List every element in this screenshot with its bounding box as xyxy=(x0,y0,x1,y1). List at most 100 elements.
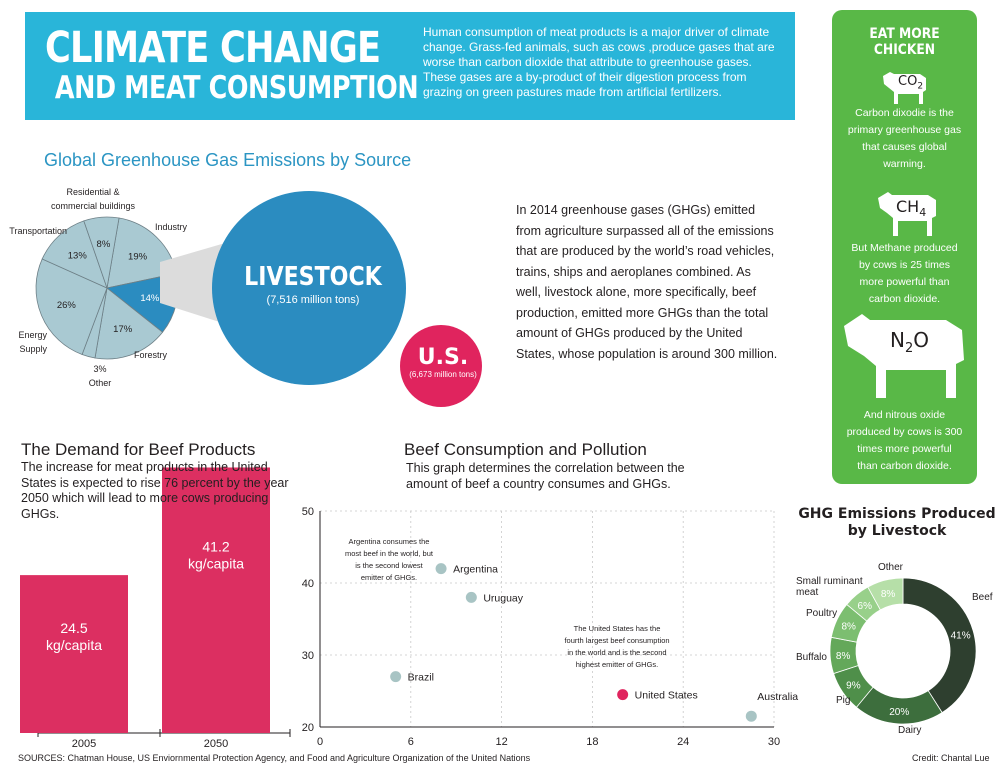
pie-label-residential-commercial-buildings: 8% xyxy=(97,239,111,250)
us-bubble xyxy=(400,325,482,407)
demand-description: The increase for meat products in the Un… xyxy=(21,460,289,521)
donut-outer-label-poultry: Poultry xyxy=(806,608,837,619)
title-line-2: AND MEAT CONSUMPTION xyxy=(54,70,419,106)
scatter-xtick-12: 12 xyxy=(495,736,507,748)
pie-outer-label-forestry: Forestry xyxy=(134,350,168,360)
scatter-xtick-30: 30 xyxy=(768,736,780,748)
scatter-ytick-50: 50 xyxy=(302,506,314,518)
us-value: (6,673 million tons) xyxy=(409,370,477,379)
beef-pollution-description: This graph determines the correlation be… xyxy=(406,461,685,491)
page-title: CLIMATE CHANGE AND MEAT CONSUMPTION xyxy=(45,23,419,106)
donut-outer-label-buffalo: Buffalo xyxy=(796,652,827,663)
pie-outer-label-other: 3% Other xyxy=(89,364,112,388)
livestock-label: LIVESTOCK (7,516 million tons) xyxy=(228,262,398,306)
eat-more-chicken-panel: EAT MORE CHICKEN CO2 Carbon dixodie is t… xyxy=(832,10,977,484)
n2o-note: And nitrous oxide produced by cows is 30… xyxy=(846,409,963,472)
us-label: U.S. (6,673 million tons) xyxy=(398,345,488,379)
header-banner: CLIMATE CHANGE AND MEAT CONSUMPTION Huma… xyxy=(25,12,795,120)
donut-label-dairy: 20% xyxy=(889,707,909,718)
scatter-ytick-40: 40 xyxy=(302,578,314,590)
us-name: U.S. xyxy=(417,345,469,370)
scatter-xtick-24: 24 xyxy=(677,736,689,748)
scatter-point-united-states xyxy=(617,689,629,701)
scatter-ytick-20: 20 xyxy=(302,722,314,734)
donut-label-other: 8% xyxy=(881,589,896,600)
livestock-ghg-donut: 41% Beef 20% Dairy 9% Pig 8% Buffalo 8% Poultry 6%… xyxy=(796,562,993,736)
scatter-xtick-6: 6 xyxy=(408,736,414,748)
cow-icon xyxy=(844,314,964,398)
livestock-bubble xyxy=(212,191,406,385)
scatter-point-argentina xyxy=(435,563,447,575)
co2-label: CO2 xyxy=(898,74,924,92)
cow-icon xyxy=(883,72,926,104)
eat-more-chicken-title: EAT MORE CHICKEN xyxy=(869,26,940,58)
title-line-1: CLIMATE CHANGE xyxy=(45,23,381,73)
pie-label-livestock: 14% xyxy=(140,293,160,304)
header-description: Human consumption of meat products is a … xyxy=(423,25,775,99)
livestock-value: (7,516 million tons) xyxy=(266,294,360,306)
donut-label-beef: 41% xyxy=(951,630,971,641)
donut-label-poultry: 8% xyxy=(841,621,856,632)
livestock-ghg-title: GHG Emissions Produced by Livestock xyxy=(797,506,997,540)
donut-slice-other xyxy=(867,577,904,611)
body-paragraph: In 2014 greenhouse gases (GHGs) emitted … xyxy=(516,203,778,361)
scatter-point-label-australia: Australia xyxy=(757,691,798,703)
bar-category-label-2050: 2050 xyxy=(204,738,228,750)
livestock-ghg-title-line-1: GHG Emissions Produced xyxy=(798,506,996,522)
pie-label-forestry: 17% xyxy=(113,324,133,335)
donut-slice-beef xyxy=(902,577,977,714)
donut-outer-label-small-ruminant-meat: Small ruminant meat xyxy=(796,576,863,598)
pie-slice-transportation xyxy=(41,220,108,289)
cow-icon xyxy=(878,192,936,236)
pie-label-industry: 19% xyxy=(128,251,148,262)
pie-label-transportation: 13% xyxy=(68,251,88,262)
scatter-point-brazil xyxy=(390,671,402,683)
ch4-label: CH4 xyxy=(896,197,927,220)
scatter-point-uruguay xyxy=(465,591,477,603)
scatter-ytick-30: 30 xyxy=(302,650,314,662)
livestock-ghg-title-line-2: by Livestock xyxy=(847,523,947,539)
scatter-xtick-18: 18 xyxy=(586,736,598,748)
bar-value-label-2005: 24.5 kg/capita xyxy=(46,620,102,653)
pie-outer-label-transportation: Transportation xyxy=(9,226,67,236)
scatter-point-label-uruguay: Uruguay xyxy=(483,592,523,604)
donut-slice-dairy xyxy=(855,686,943,725)
donut-outer-label-other: Other xyxy=(878,562,904,573)
donut-outer-label-pig: Pig xyxy=(836,695,850,706)
donut-label-pig: 9% xyxy=(846,681,861,692)
pie-slice-energy-supply xyxy=(35,258,108,356)
pie-outer-label-industry: Industry xyxy=(155,222,188,232)
scatter-annotation-argentina: Argentina consumes the most beef in the w… xyxy=(345,537,434,582)
pie-slice-residential-commercial-buildings xyxy=(83,216,120,289)
scatter-annotation-united-states: The United States has the fourth largest … xyxy=(564,624,669,669)
demand-title: The Demand for Beef Products xyxy=(21,440,256,459)
co2-note: Carbon dixodie is the primary greenhouse… xyxy=(847,107,962,170)
bar-2005 xyxy=(20,575,128,733)
ch4-note: But Methane produced by cows is 25 times… xyxy=(851,242,958,305)
pie-outer-label-residential-commercial-buildings: Residential & commercial buildings xyxy=(51,187,136,211)
scatter-point-label-united-states: United States xyxy=(635,690,698,702)
scatter-point-australia xyxy=(745,710,757,722)
ghg-by-source-title: Global Greenhouse Gas Emissions by Sourc… xyxy=(44,150,412,170)
donut-outer-label-beef: Beef xyxy=(972,592,993,603)
beef-demand-bar-chart: 24.5 kg/capita 2005 41.2 kg/capita 2050 xyxy=(20,467,291,750)
donut-label-buffalo: 8% xyxy=(836,651,851,662)
bar-category-label-2005: 2005 xyxy=(72,738,96,750)
scatter-xtick-0: 0 xyxy=(317,736,323,748)
donut-label-small-ruminant-meat: 6% xyxy=(858,601,873,612)
beef-pollution-scatter: 20 30 40 50 0 6 12 18 24 30 Argentina Uruguay Brazil… xyxy=(302,506,799,748)
livestock-name: LIVESTOCK xyxy=(244,262,382,292)
beef-pollution-title: Beef Consumption and Pollution xyxy=(404,440,647,459)
credit-text: Credit: Chantal Lue xyxy=(912,753,990,763)
sources-text: SOURCES: Chatman House, US Enviornmental… xyxy=(18,753,531,763)
bar-2050 xyxy=(162,467,270,733)
pie-label-energy-supply: 26% xyxy=(57,300,77,311)
n2o-label: N2O xyxy=(890,328,929,356)
pie-outer-label-energy-supply: Energy Supply xyxy=(18,330,47,354)
donut-outer-label-dairy: Dairy xyxy=(898,725,921,736)
bar-value-label-2050: 41.2 kg/capita xyxy=(188,538,244,571)
scatter-point-label-argentina: Argentina xyxy=(453,564,498,576)
scatter-point-label-brazil: Brazil xyxy=(408,672,434,684)
pie-slice-forestry xyxy=(94,287,164,360)
